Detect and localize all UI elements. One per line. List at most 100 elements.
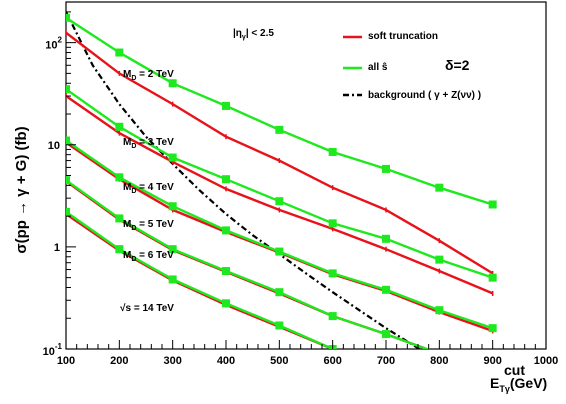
- soft-truncation-curve: [66, 95, 494, 295]
- tick-layer: 100 200 300 400 500 600 700 800 900 100010210110-…: [43, 11, 558, 367]
- all-s-point: [435, 183, 444, 192]
- all-s-curve: [66, 16, 494, 206]
- md-labels: MD = 2 TeV MD = 3 TeV MD = 4 TeV MD = 5 …: [123, 69, 174, 263]
- all-s-point: [328, 147, 337, 156]
- x-tick-label: 200: [110, 355, 128, 367]
- curves-layer: [66, 11, 497, 393]
- all-s-point: [435, 255, 444, 264]
- all-s-point: [168, 79, 177, 88]
- md-label-4tev-m: M: [123, 182, 131, 193]
- x-tick-label: 500: [270, 355, 288, 367]
- md-label-6tev: MD = 6 TeV: [123, 250, 174, 263]
- y-tick-label: 10-1: [43, 342, 63, 358]
- plot-frame-box: [65, 1, 547, 350]
- y-tick-base: 10: [45, 40, 57, 52]
- all-s-point: [222, 267, 230, 276]
- all-s-point: [66, 176, 70, 185]
- x-tick-label: 100: [57, 355, 75, 367]
- clipped-curves: [66, 11, 497, 393]
- all-s-point: [115, 245, 124, 254]
- all-s-point: [66, 136, 70, 145]
- all-s-point: [382, 285, 390, 294]
- x-tick-label: 900: [483, 355, 501, 367]
- all-s-point: [66, 207, 70, 216]
- md-label-4tev-sub: D: [131, 188, 136, 195]
- all-s-point: [115, 122, 124, 131]
- md-label-2tev-m: M: [123, 69, 131, 80]
- md-label-4tev-rest: = 4 TeV: [136, 182, 174, 193]
- all-s-point: [115, 173, 124, 182]
- md-label-3tev-sub: D: [131, 143, 136, 150]
- md-label-3tev-rest: = 3 TeV: [136, 137, 174, 148]
- all-s-point: [436, 386, 443, 393]
- all-s-point: [275, 288, 284, 297]
- all-s-point: [222, 175, 230, 184]
- all-s-point: [222, 226, 230, 235]
- all-s-point: [115, 214, 124, 223]
- x-axis-label-main: E: [490, 375, 499, 391]
- all-s-point: [168, 245, 177, 254]
- legend-all-s-label: all ŝ: [368, 62, 388, 73]
- all-s-point: [382, 330, 390, 339]
- x-tick-label: 700: [377, 355, 395, 367]
- all-s-point: [66, 85, 70, 94]
- all-s-point: [328, 219, 337, 228]
- x-tick-label: 300: [163, 355, 181, 367]
- all-s-point: [488, 324, 497, 333]
- all-s-point: [382, 164, 390, 173]
- all-s-point: [488, 273, 497, 282]
- md-label-3tev: MD = 3 TeV: [123, 137, 174, 150]
- eta-cut-annotation: |ηγ| < 2.5: [233, 28, 274, 41]
- md-label-2tev: MD = 2 TeV: [123, 69, 174, 82]
- all-s-point: [488, 200, 497, 209]
- y-tick-exponent: 2: [58, 36, 63, 45]
- delta-annotation: δ=2: [445, 57, 470, 73]
- all-s-point: [328, 312, 337, 321]
- eta-cut-text: |η: [233, 28, 242, 39]
- all-s-point: [168, 275, 177, 284]
- all-s-point: [275, 125, 284, 134]
- y-tick-label: 102: [45, 36, 62, 52]
- md-label-6tev-m: M: [123, 250, 131, 261]
- all-s-point: [275, 197, 284, 206]
- md-label-5tev-rest: = 5 TeV: [136, 219, 174, 230]
- all-s-point: [222, 101, 230, 110]
- y-tick-base: 10: [43, 346, 55, 358]
- all-s-point: [115, 48, 124, 57]
- all-s-point: [275, 247, 284, 256]
- x-tick-label: 400: [217, 355, 235, 367]
- all-s-point: [168, 153, 177, 162]
- md-label-5tev: MD = 5 TeV: [123, 219, 174, 232]
- x-axis-label-sup: cut: [504, 362, 525, 378]
- all-s-point: [435, 306, 444, 315]
- x-tick-label: 800: [430, 355, 448, 367]
- all-s-point: [168, 202, 177, 211]
- legend-soft-label: soft truncation: [368, 31, 438, 42]
- all-s-point: [275, 321, 284, 330]
- md-label-6tev-rest: = 6 TeV: [136, 250, 174, 261]
- background-curve: [66, 11, 422, 349]
- md-label-2tev-sub: D: [131, 75, 136, 82]
- eta-cut-rest: | < 2.5: [246, 28, 275, 39]
- sqrt-s-annotation: √s = 14 TeV: [120, 303, 174, 314]
- md-label-2tev-rest: = 2 TeV: [136, 69, 174, 80]
- plot-frame: [65, 1, 547, 350]
- x-axis-label-unit: (GeV): [510, 375, 547, 391]
- all-s-point: [328, 269, 337, 278]
- md-label-5tev-m: M: [123, 219, 131, 230]
- md-label-3tev-m: M: [123, 137, 131, 148]
- all-s-point: [382, 234, 390, 243]
- y-tick-exponent: -1: [55, 342, 63, 351]
- legend: soft truncation all ŝ background ( γ + Z…: [343, 31, 481, 101]
- x-tick-label: 600: [323, 355, 341, 367]
- y-tick-label: 10: [48, 140, 60, 152]
- x-tick-label: 1000: [534, 355, 558, 367]
- y-tick-label: 1: [54, 242, 60, 254]
- md-label-5tev-sub: D: [131, 225, 136, 232]
- md-label-6tev-sub: D: [131, 256, 136, 263]
- x-axis-label: ETγ(GeV): [490, 375, 547, 394]
- md-label-4tev: MD = 4 TeV: [123, 182, 174, 195]
- all-s-point: [66, 13, 70, 22]
- y-axis-label: σ(pp → γ + G) (fb): [13, 126, 30, 253]
